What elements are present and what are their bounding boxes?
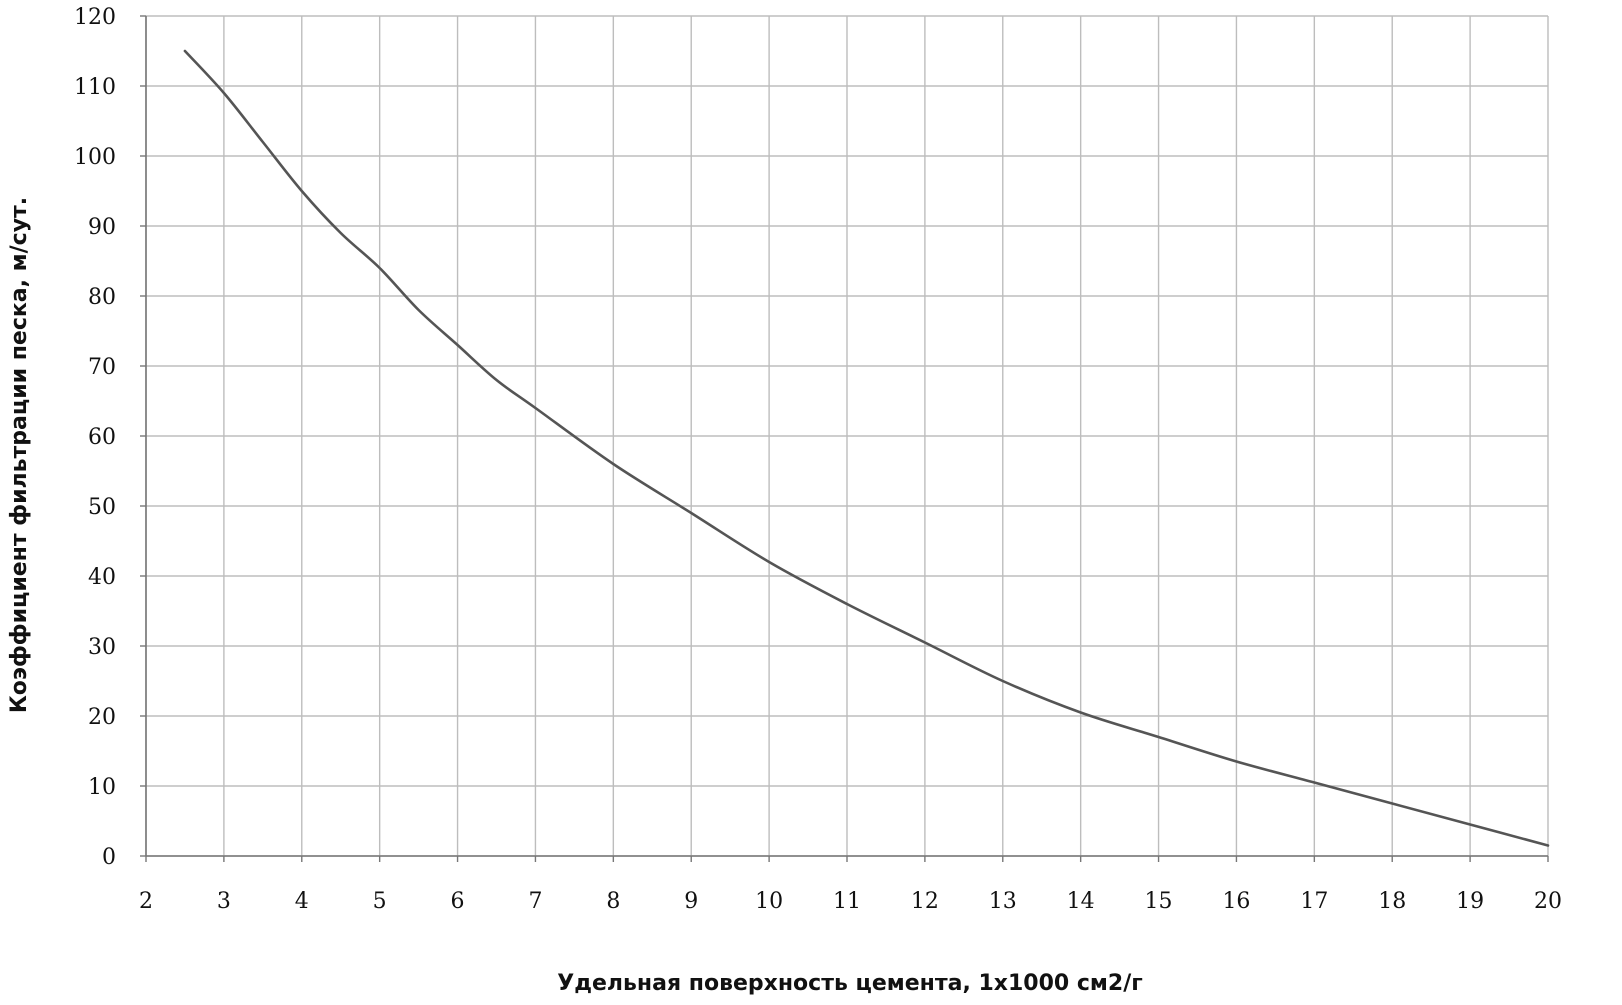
x-tick-label: 19 xyxy=(1456,889,1484,914)
y-tick-label: 80 xyxy=(88,285,116,310)
x-tick-label: 15 xyxy=(1145,889,1173,914)
y-tick-label: 0 xyxy=(102,845,116,870)
axes xyxy=(140,15,1549,862)
x-tick-label: 11 xyxy=(833,889,861,914)
x-tick-label: 12 xyxy=(911,889,939,914)
series-line xyxy=(183,49,1550,847)
x-tick-label: 18 xyxy=(1378,889,1406,914)
y-axis-title: Коэффициент фильтрации песка, м/сут. xyxy=(7,197,32,713)
y-tick-label: 120 xyxy=(74,5,116,30)
x-tick-label: 20 xyxy=(1534,889,1562,914)
x-tick-label: 4 xyxy=(295,889,309,914)
y-tick-label: 60 xyxy=(88,425,116,450)
y-tick-label: 70 xyxy=(88,355,116,380)
x-tick-label: 8 xyxy=(606,889,620,914)
x-tick-label: 16 xyxy=(1222,889,1250,914)
x-tick-label: 5 xyxy=(373,889,387,914)
x-tick-label: 14 xyxy=(1067,889,1095,914)
series xyxy=(183,49,1550,847)
y-tick-label: 10 xyxy=(88,775,116,800)
y-tick-label: 100 xyxy=(74,145,116,170)
x-tick-label: 13 xyxy=(989,889,1017,914)
y-tick-label: 30 xyxy=(88,635,116,660)
x-axis-title: Удельная поверхность цемента, 1х1000 см2… xyxy=(557,971,1142,996)
x-tick-label: 6 xyxy=(451,889,465,914)
y-tick-label: 90 xyxy=(88,215,116,240)
y-tick-label: 50 xyxy=(88,495,116,520)
x-tick-label: 7 xyxy=(528,889,542,914)
x-tick-label: 10 xyxy=(755,889,783,914)
y-tick-label: 40 xyxy=(88,565,116,590)
grid xyxy=(145,15,1549,857)
tick-labels: 2 3 4 5 6 7 8 9 10 11 12 13 14 15 16 17 18 19 20 0 10 20 30 40 5… xyxy=(74,5,1562,914)
y-tick-label: 20 xyxy=(88,705,116,730)
y-tick-label: 110 xyxy=(74,75,116,100)
x-tick-label: 9 xyxy=(684,889,698,914)
x-tick-label: 2 xyxy=(139,889,153,914)
x-tick-label: 3 xyxy=(217,889,231,914)
x-tick-label: 17 xyxy=(1300,889,1328,914)
